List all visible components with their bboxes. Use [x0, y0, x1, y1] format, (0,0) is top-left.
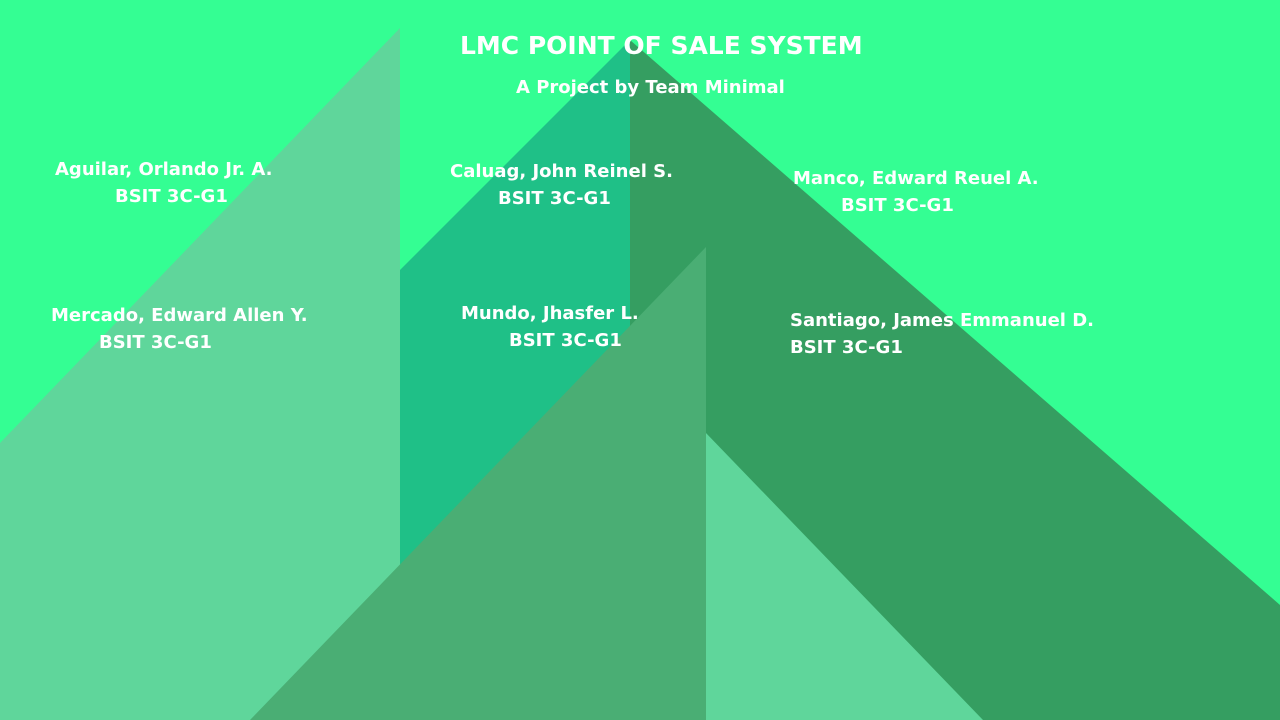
- member-name: Mundo, Jhasfer L.: [461, 303, 639, 324]
- member-name: Aguilar, Orlando Jr. A.: [55, 159, 273, 180]
- member-section: BSIT 3C-G1: [841, 195, 954, 216]
- member-name: Mercado, Edward Allen Y.: [51, 305, 308, 326]
- member-section: BSIT 3C-G1: [790, 337, 903, 358]
- member-section: BSIT 3C-G1: [498, 188, 611, 209]
- light-wedge-right-shape: [705, 432, 983, 720]
- member-section: BSIT 3C-G1: [99, 332, 212, 353]
- mid-peak-center-shape: [250, 247, 706, 720]
- member-section: BSIT 3C-G1: [509, 330, 622, 351]
- member-section: BSIT 3C-G1: [115, 186, 228, 207]
- light-peak-left-shape: [0, 28, 400, 720]
- member-name: Santiago, James Emmanuel D.: [790, 310, 1094, 331]
- page-subtitle: A Project by Team Minimal: [516, 77, 785, 98]
- page-title: LMC POINT OF SALE SYSTEM: [460, 31, 863, 60]
- member-name: Caluag, John Reinel S.: [450, 161, 673, 182]
- member-name: Manco, Edward Reuel A.: [793, 168, 1039, 189]
